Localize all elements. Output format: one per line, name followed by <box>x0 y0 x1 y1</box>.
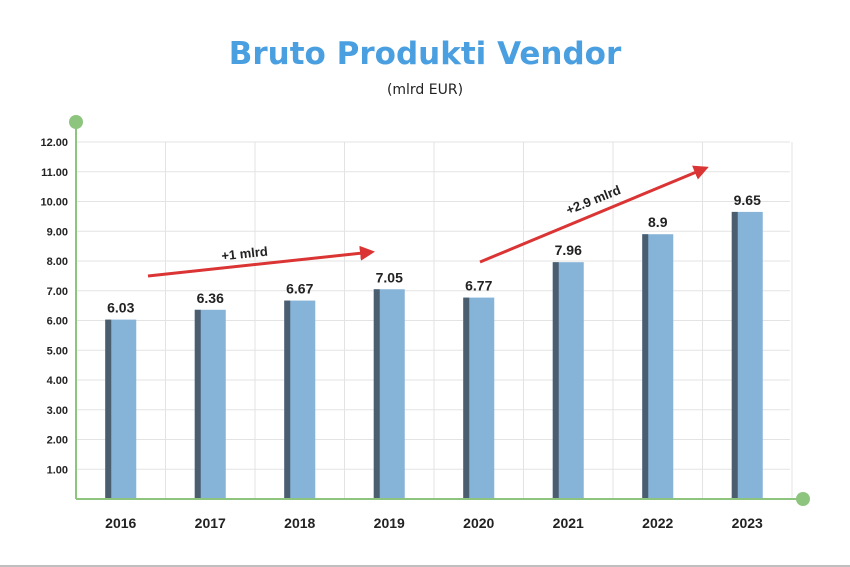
data-label: 6.36 <box>197 290 224 306</box>
y-tick-label: 11.00 <box>41 167 68 179</box>
bar-shade <box>463 297 470 499</box>
y-tick-label: 10.00 <box>40 197 68 209</box>
bar-shade <box>284 300 291 499</box>
data-label: 8.9 <box>648 214 668 230</box>
x-tick-label: 2017 <box>195 515 226 531</box>
x-tick-label: 2021 <box>553 515 584 531</box>
y-tick-label: 6.00 <box>47 316 68 328</box>
data-label: 6.03 <box>107 300 134 316</box>
y-tick-label: 8.00 <box>47 256 68 268</box>
bar-shade <box>552 262 559 499</box>
x-tick-label: 2022 <box>642 515 673 531</box>
data-label: 7.96 <box>555 242 582 258</box>
x-tick-label: 2023 <box>732 515 763 531</box>
y-tick-label: 7.00 <box>47 286 68 298</box>
annotation-arrow <box>479 165 709 264</box>
y-tick-label: 9.00 <box>47 226 68 238</box>
annotation-label: +2.9 mlrd <box>564 182 623 217</box>
data-label: 6.67 <box>286 281 313 297</box>
annotation-arrow <box>147 245 375 278</box>
data-label: 6.77 <box>465 278 492 294</box>
annotation-label: +1 mlrd <box>221 244 269 264</box>
y-tick-label: 12.00 <box>40 137 68 149</box>
x-tick-label: 2020 <box>463 515 494 531</box>
bar-shade <box>642 234 649 499</box>
chart-subtitle: (mlrd EUR) <box>386 82 464 98</box>
chart-title: Bruto Produkti Vendor <box>228 36 622 72</box>
bar-shade <box>373 289 380 499</box>
y-tick-label: 5.00 <box>47 345 68 357</box>
x-tick-label: 2018 <box>284 515 315 531</box>
bar-shade <box>194 309 201 499</box>
bar-shade <box>731 211 738 499</box>
y-tick-label: 1.00 <box>47 464 68 476</box>
x-tick-label: 2019 <box>374 515 405 531</box>
x-axis-end-dot <box>796 492 810 506</box>
y-tick-label: 4.00 <box>47 375 68 387</box>
data-label: 7.05 <box>376 269 403 285</box>
y-axis-end-dot <box>69 115 83 129</box>
y-tick-label: 2.00 <box>47 435 68 447</box>
bar-shade <box>105 319 112 499</box>
x-tick-label: 2016 <box>105 515 136 531</box>
y-tick-label: 3.00 <box>47 405 68 417</box>
bottom-border <box>0 565 850 567</box>
data-label: 9.65 <box>734 192 761 208</box>
